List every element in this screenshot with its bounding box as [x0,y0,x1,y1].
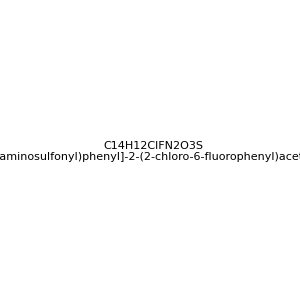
Text: C14H12ClFN2O3S
N-[4-(aminosulfonyl)phenyl]-2-(2-chloro-6-fluorophenyl)acetamide: C14H12ClFN2O3S N-[4-(aminosulfonyl)pheny… [0,141,300,162]
